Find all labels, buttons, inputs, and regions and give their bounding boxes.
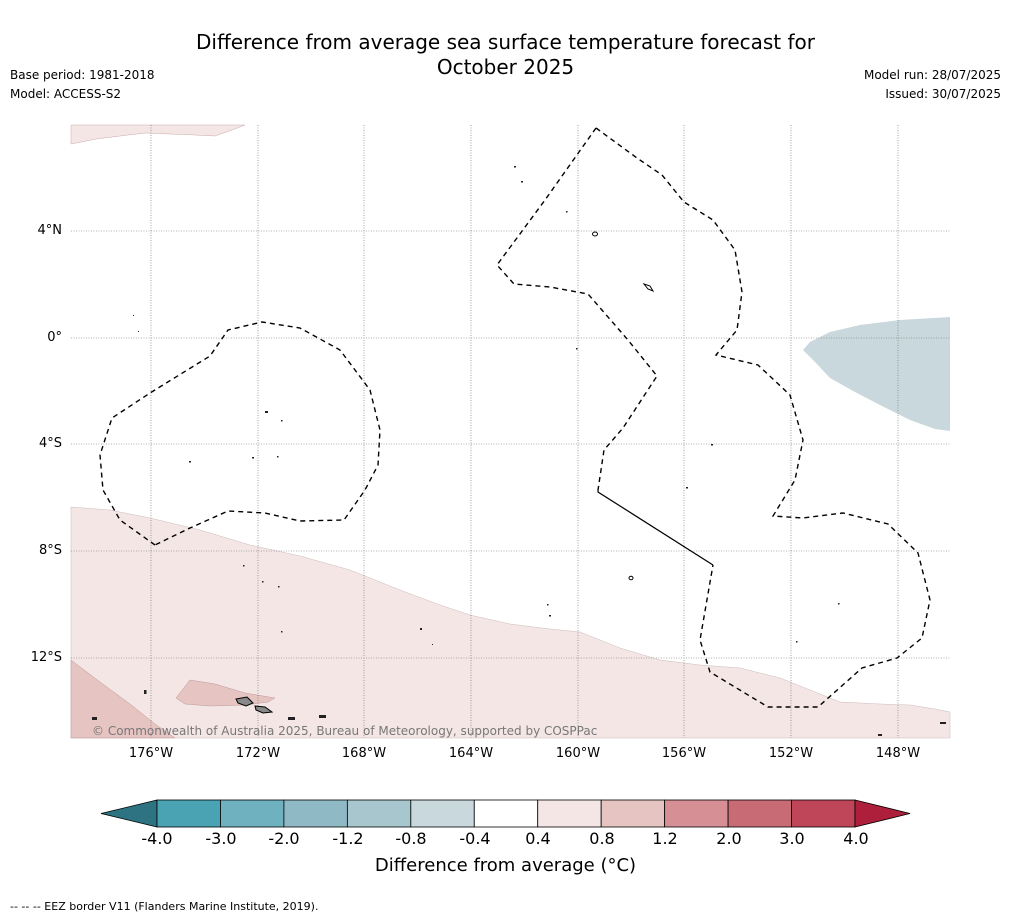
- cool-patch-east: [803, 317, 950, 431]
- sst-anomaly-fill: [70, 124, 951, 739]
- colorbar-cell: [410, 799, 475, 828]
- lon-label-148w: 148°W: [875, 746, 921, 761]
- colorbar-tick: -4.0: [141, 829, 173, 848]
- colorbar: [100, 799, 911, 828]
- colorbar-tick: -0.8: [395, 829, 427, 848]
- colorbar-tick: 3.0: [779, 829, 805, 848]
- colorbar-tick: 2.0: [716, 829, 742, 848]
- map-title: Difference from average sea surface temp…: [0, 30, 1011, 80]
- lon-label-172w: 172°W: [235, 746, 281, 761]
- colorbar-label: Difference from average (°C): [374, 855, 637, 876]
- colorbar-tick: 4.0: [843, 829, 869, 848]
- title-line-1: Difference from average sea surface temp…: [195, 30, 815, 54]
- colorbar-cell: [473, 799, 539, 828]
- samoa-islands: [235, 696, 274, 714]
- islands: [92, 166, 946, 736]
- eez-tokelau: [99, 321, 381, 546]
- lon-label-164w: 164°W: [448, 746, 494, 761]
- colorbar-cell: [283, 799, 348, 828]
- eez-line-islands: [595, 127, 931, 708]
- lat-label-12s: 12°S: [30, 650, 62, 665]
- colorbar-tick: -3.0: [205, 829, 237, 848]
- colorbar-cell: [156, 799, 221, 828]
- lon-label-152w: 152°W: [768, 746, 814, 761]
- lon-label-156w: 156°W: [661, 746, 707, 761]
- model-name: Model: ACCESS-S2: [10, 87, 122, 101]
- lat-label-4s: 4°S: [38, 436, 62, 451]
- colorbar-tick: 0.8: [589, 829, 615, 848]
- warm-patch-north: [70, 124, 246, 145]
- colorbar-tick: -1.2: [332, 829, 364, 848]
- graticule: [71, 125, 950, 738]
- lat-label-0: 0°: [47, 330, 62, 345]
- lon-label-160w: 160°W: [555, 746, 601, 761]
- lon-label-176w: 176°W: [128, 746, 174, 761]
- colorbar-tick: -2.0: [268, 829, 300, 848]
- eez-border-solid: [597, 490, 714, 566]
- lon-label-168w: 168°W: [341, 746, 387, 761]
- meta-left: Base period: 1981-2018 Model: ACCESS-S2: [10, 66, 155, 104]
- lat-label-4n: 4°N: [37, 223, 63, 238]
- warm-band-south: [70, 506, 951, 739]
- colorbar-cell: [220, 799, 285, 828]
- colorbar-cell: [537, 799, 602, 828]
- issued-date: Issued: 30/07/2025: [885, 87, 1001, 101]
- colorbar-cell: [727, 799, 792, 828]
- title-line-2: October 2025: [436, 55, 575, 79]
- colorbar-cell: [791, 799, 856, 828]
- warm-medium-islet-patch: [175, 679, 276, 707]
- eez-footnote: -- -- -- EEZ border V11 (Flanders Marine…: [10, 900, 319, 913]
- copyright-notice: © Commonwealth of Australia 2025, Bureau…: [92, 724, 598, 738]
- eez-borders: [99, 127, 931, 708]
- colorbar-cell: [664, 799, 729, 828]
- colorbar-extend-low: [100, 799, 158, 828]
- colorbar-cell: [600, 799, 666, 828]
- base-period: Base period: 1981-2018: [10, 68, 155, 82]
- colorbar-cell: [346, 799, 412, 828]
- meta-right: Model run: 28/07/2025 Issued: 30/07/2025: [864, 66, 1001, 104]
- colorbar-tick: -0.4: [459, 829, 491, 848]
- lat-label-8s: 8°S: [38, 543, 62, 558]
- model-run: Model run: 28/07/2025: [863, 68, 1001, 82]
- colorbar-tick: 0.4: [525, 829, 551, 848]
- colorbar-extend-high: [854, 799, 911, 828]
- colorbar-tick: 1.2: [652, 829, 678, 848]
